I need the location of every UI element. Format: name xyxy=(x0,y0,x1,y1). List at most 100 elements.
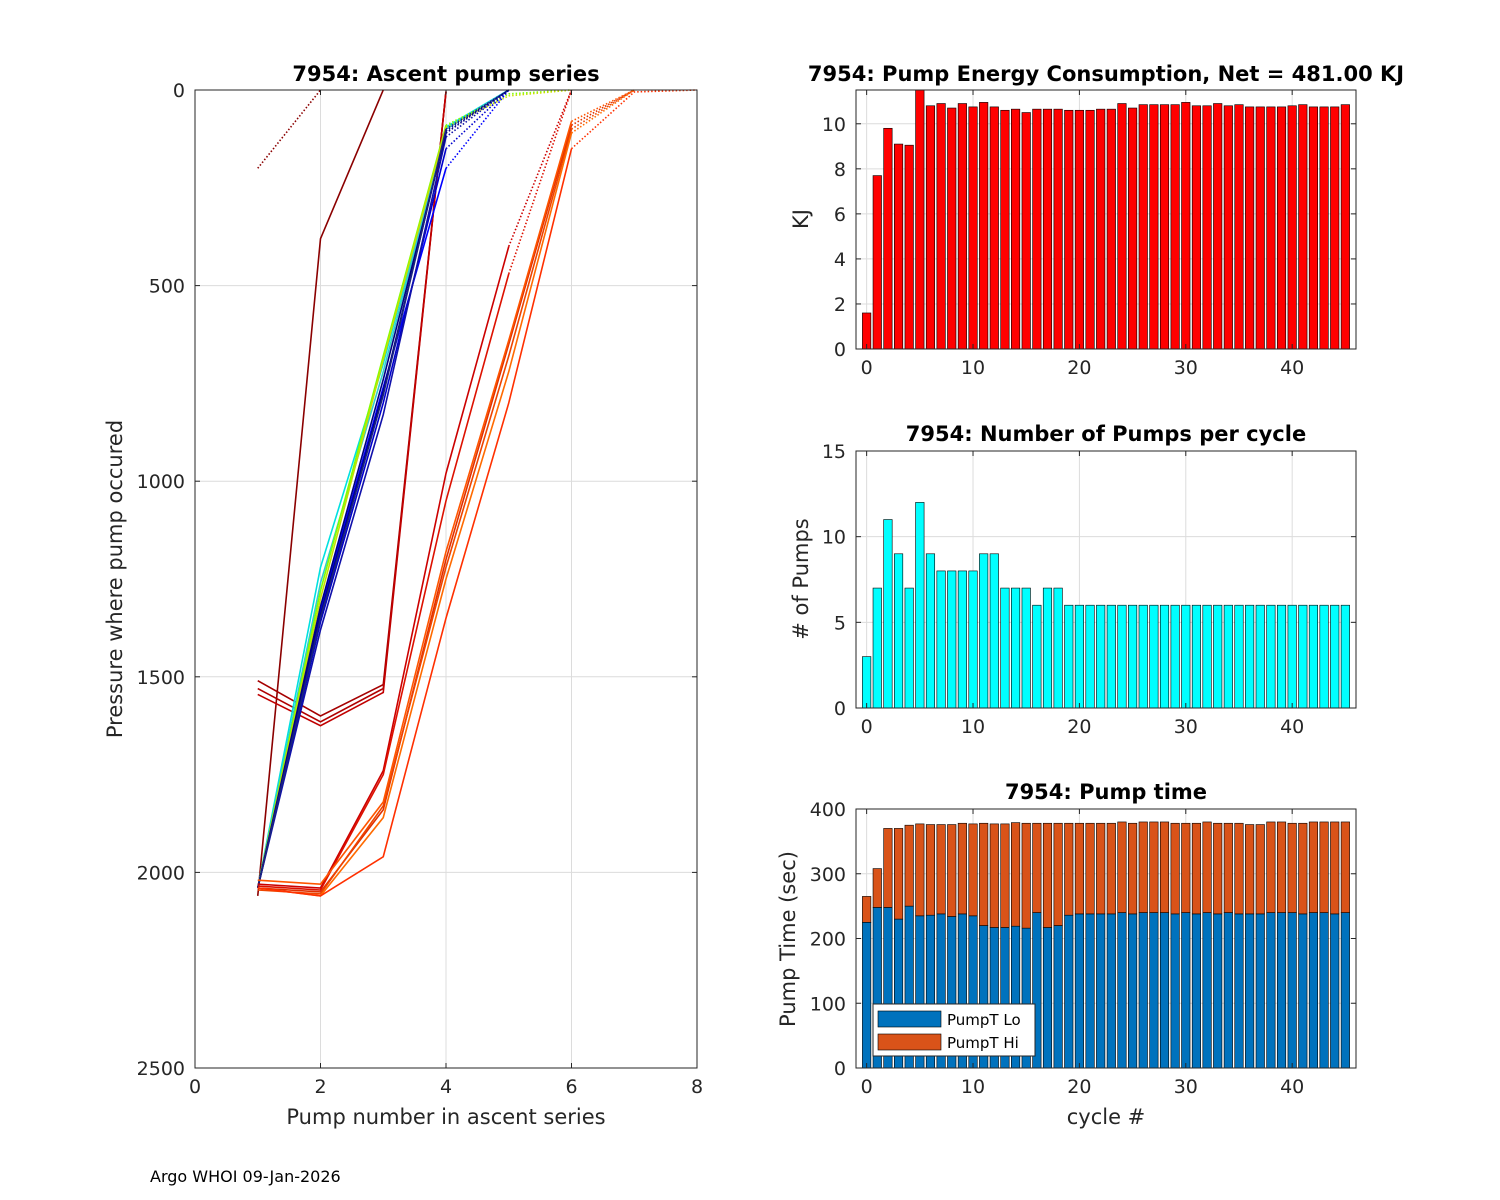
bar xyxy=(1330,604,1340,709)
x-tick-label: 10 xyxy=(961,1076,985,1098)
bar-pumpt-hi xyxy=(1159,821,1170,913)
bar-pumpt-hi xyxy=(1245,824,1255,915)
y-tick-label: 2 xyxy=(834,294,846,316)
bar-pumpt-lo xyxy=(1191,913,1201,1069)
bar xyxy=(1298,604,1308,709)
bar-pumpt-hi xyxy=(1085,822,1095,915)
bar-pumpt-hi xyxy=(883,828,893,908)
bar xyxy=(979,553,989,709)
x-tick-label: 0 xyxy=(861,1076,873,1098)
bar xyxy=(1234,604,1244,709)
bar-pumpt-lo xyxy=(1170,913,1180,1069)
x-tick-label: 8 xyxy=(691,1076,703,1098)
bar xyxy=(1191,604,1201,709)
y-tick-label: 8 xyxy=(834,159,846,181)
bar xyxy=(1308,604,1319,709)
ascent-ylabel: Pressure where pump occured xyxy=(103,420,127,738)
y-tick-label: 200 xyxy=(810,929,846,951)
bar xyxy=(1330,106,1340,350)
y-tick-label: 10 xyxy=(822,114,846,136)
ascent-series-line xyxy=(257,128,573,895)
bar xyxy=(883,519,893,709)
bar-pumpt-hi xyxy=(1308,821,1319,913)
bar-pumpt-hi xyxy=(979,822,989,926)
bar xyxy=(989,553,999,709)
bar-pumpt-hi xyxy=(1053,822,1063,926)
bar-pumpt-hi xyxy=(1032,822,1042,913)
x-tick-label: 20 xyxy=(1067,716,1091,738)
bar-pumpt-hi xyxy=(1138,821,1148,913)
footer-text: Argo WHOI 09-Jan-2026 xyxy=(150,1167,341,1186)
x-tick-label: 0 xyxy=(861,716,873,738)
bar xyxy=(1245,106,1255,350)
bar xyxy=(1159,604,1170,709)
bar xyxy=(1276,604,1287,709)
bar xyxy=(1096,604,1106,709)
bar xyxy=(1011,587,1021,709)
bar xyxy=(1202,604,1212,709)
x-tick-label: 6 xyxy=(565,1076,577,1098)
bar xyxy=(979,102,989,350)
bar xyxy=(1319,106,1329,350)
y-tick-label: 4 xyxy=(834,249,846,271)
ascent-series-line xyxy=(257,91,447,727)
bar-pumpt-hi xyxy=(1202,821,1212,913)
bar xyxy=(925,105,936,350)
bar-pumpt-lo xyxy=(1340,912,1350,1069)
y-tick-label: 0 xyxy=(834,339,846,361)
bar xyxy=(1276,106,1287,350)
x-tick-label: 40 xyxy=(1280,1076,1304,1098)
bar-pumpt-hi xyxy=(1042,822,1053,928)
bar xyxy=(1096,108,1106,350)
ascent-series-dotted xyxy=(508,89,573,247)
bar xyxy=(1213,604,1223,709)
bar-pumpt-hi xyxy=(1128,822,1138,915)
ascent-series-dotted xyxy=(445,89,510,134)
bar xyxy=(1213,103,1223,350)
ascent-series-line xyxy=(256,126,447,889)
bar xyxy=(1319,604,1329,709)
bar xyxy=(1266,604,1276,709)
bar-pumpt-lo xyxy=(1117,912,1127,1069)
bar-pumpt-hi xyxy=(915,823,925,917)
bar-pumpt-hi xyxy=(957,822,967,915)
x-tick-label: 20 xyxy=(1067,357,1091,379)
bar-pumpt-lo xyxy=(1298,913,1308,1069)
bar-pumpt-hi xyxy=(1191,822,1201,915)
ascent-series-line xyxy=(256,89,510,889)
bar xyxy=(862,656,872,709)
bar xyxy=(1128,107,1138,350)
bar-pumpt-hi xyxy=(1074,822,1084,915)
ascent-series-dotted xyxy=(571,89,635,123)
ascent-title: 7954: Ascent pump series xyxy=(292,62,599,86)
bar-pumpt-lo xyxy=(1096,913,1106,1069)
bar xyxy=(872,587,882,709)
y-tick-label: 500 xyxy=(149,276,185,298)
bar xyxy=(1340,104,1350,350)
bar xyxy=(1340,604,1350,709)
bar xyxy=(1170,104,1180,350)
bar xyxy=(968,570,978,709)
bar xyxy=(1149,104,1159,350)
y-tick-label: 0 xyxy=(173,80,185,102)
pumptime-legend: PumpT Lo PumpT Hi xyxy=(872,1003,1036,1057)
ascent-series-dotted xyxy=(571,89,635,134)
bar xyxy=(1138,104,1148,350)
ascent-series-dotted xyxy=(445,89,510,169)
bar-pumpt-hi xyxy=(936,824,946,915)
bar-pumpt-lo xyxy=(1202,912,1212,1069)
bar xyxy=(1032,108,1042,350)
x-tick-label: 40 xyxy=(1280,357,1304,379)
y-tick-label: 300 xyxy=(810,864,846,886)
bar-pumpt-hi xyxy=(1287,822,1297,913)
y-tick-label: 6 xyxy=(834,204,846,226)
bar xyxy=(1064,109,1074,350)
bar xyxy=(1170,604,1180,709)
bar xyxy=(1064,604,1074,709)
bar xyxy=(1308,106,1319,350)
ascent-series-line xyxy=(257,148,573,897)
bar-pumpt-lo xyxy=(1330,913,1340,1069)
energy-plot: 0 10 20 30 40 0 2 4 6 8 10 7954: Pump Energy Consu… xyxy=(789,62,1404,379)
bar-pumpt-lo xyxy=(1223,912,1233,1069)
